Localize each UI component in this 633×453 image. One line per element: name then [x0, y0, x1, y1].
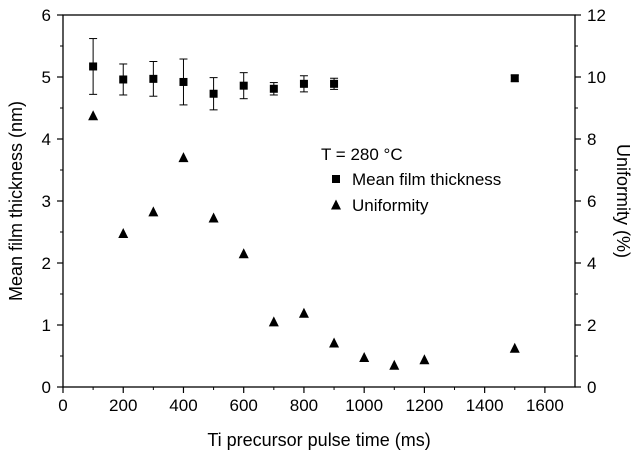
- y-axis-left-title: Mean film thickness (nm): [6, 101, 26, 301]
- thickness-point: [510, 74, 519, 83]
- y-tick-label: 6: [42, 6, 51, 25]
- y-tick-label: 1: [42, 316, 51, 335]
- y-axis-right: 0 2 4 6 8 10 12: [575, 6, 606, 397]
- uniformity-point: [118, 228, 129, 239]
- x-axis: 0 200 400 600 800 1000 1200 1400 1600: [58, 387, 564, 415]
- x-tick-label: 1200: [405, 396, 443, 415]
- uniformity-point: [359, 352, 370, 363]
- error-bars: [89, 38, 519, 111]
- thickness-point: [119, 75, 128, 84]
- y-tick-label: 4: [42, 130, 51, 149]
- uniformity-point: [329, 337, 340, 348]
- x-tick-label: 1000: [345, 396, 383, 415]
- thickness-point: [239, 81, 248, 90]
- x-axis-title: Ti precursor pulse time (ms): [207, 430, 430, 450]
- y2-tick-label: 10: [587, 68, 606, 87]
- y2-tick-label: 0: [587, 378, 596, 397]
- legend-marker-triangle: [331, 199, 341, 210]
- x-tick-label: 400: [169, 396, 197, 415]
- y2-tick-label: 12: [587, 6, 606, 25]
- legend-label: Uniformity: [352, 196, 429, 215]
- x-tick-label: 0: [58, 396, 67, 415]
- legend-label: Mean film thickness: [352, 170, 501, 189]
- temperature-annotation: T = 280 °C: [321, 145, 403, 164]
- y-axis-right-title: Uniformity (%): [613, 144, 633, 258]
- thickness-point: [299, 79, 308, 88]
- y-axis-left: 0 1 2 3 4 5 6: [42, 6, 63, 397]
- y-tick-label: 0: [42, 378, 51, 397]
- y-tick-label: 3: [42, 192, 51, 211]
- uniformity-point: [88, 110, 99, 121]
- legend-marker-square: [332, 175, 340, 183]
- thickness-point: [269, 84, 278, 93]
- uniformity-point: [509, 342, 520, 353]
- y-tick-label: 5: [42, 68, 51, 87]
- x-tick-label: 600: [230, 396, 258, 415]
- thickness-point: [330, 79, 339, 88]
- uniformity-point: [208, 212, 219, 223]
- uniformity-point: [389, 359, 400, 370]
- data-marks: [88, 62, 520, 370]
- uniformity-point: [298, 307, 309, 318]
- y2-tick-label: 8: [587, 130, 596, 149]
- x-tick-label: 800: [290, 396, 318, 415]
- uniformity-point: [419, 354, 430, 365]
- plot-border: [62, 14, 576, 388]
- plot-area: [62, 14, 576, 388]
- legend: T = 280 °C Mean film thickness Uniformity: [321, 145, 501, 215]
- x-tick-label: 1600: [526, 396, 564, 415]
- x-tick-label: 1400: [466, 396, 504, 415]
- thickness-point: [89, 62, 98, 71]
- thickness-point: [209, 89, 218, 98]
- uniformity-point: [268, 316, 279, 327]
- y2-tick-label: 2: [587, 316, 596, 335]
- uniformity-point: [238, 248, 249, 259]
- thickness-point: [179, 77, 188, 86]
- y-tick-label: 2: [42, 254, 51, 273]
- y2-tick-label: 4: [587, 254, 596, 273]
- uniformity-point: [148, 206, 159, 217]
- y2-tick-label: 6: [587, 192, 596, 211]
- uniformity-point: [178, 152, 189, 163]
- thickness-point: [149, 74, 158, 83]
- x-tick-label: 200: [109, 396, 137, 415]
